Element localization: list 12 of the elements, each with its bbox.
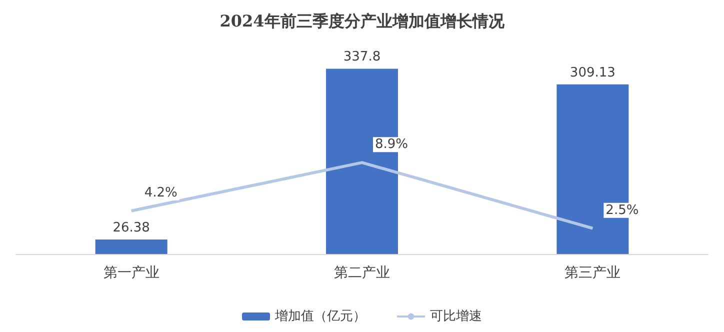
legend-label: 增加值（亿元）: [274, 309, 366, 324]
data-label: 26.38: [112, 220, 150, 236]
data-label: 8.9%: [375, 137, 408, 152]
data-label: 2.5%: [606, 202, 639, 218]
x-tick-label: 第三产业: [564, 265, 621, 281]
chart-title: 2024年前三季度分产业增加值增长情况: [220, 12, 506, 30]
x-tick-label: 第一产业: [103, 265, 160, 281]
data-label: 4.2%: [144, 185, 178, 200]
x-tick-label: 第二产业: [334, 265, 390, 281]
data-label: 309.13: [570, 65, 616, 80]
data-label: 337.8: [343, 50, 381, 65]
legend-label: 可比增速: [430, 309, 482, 324]
